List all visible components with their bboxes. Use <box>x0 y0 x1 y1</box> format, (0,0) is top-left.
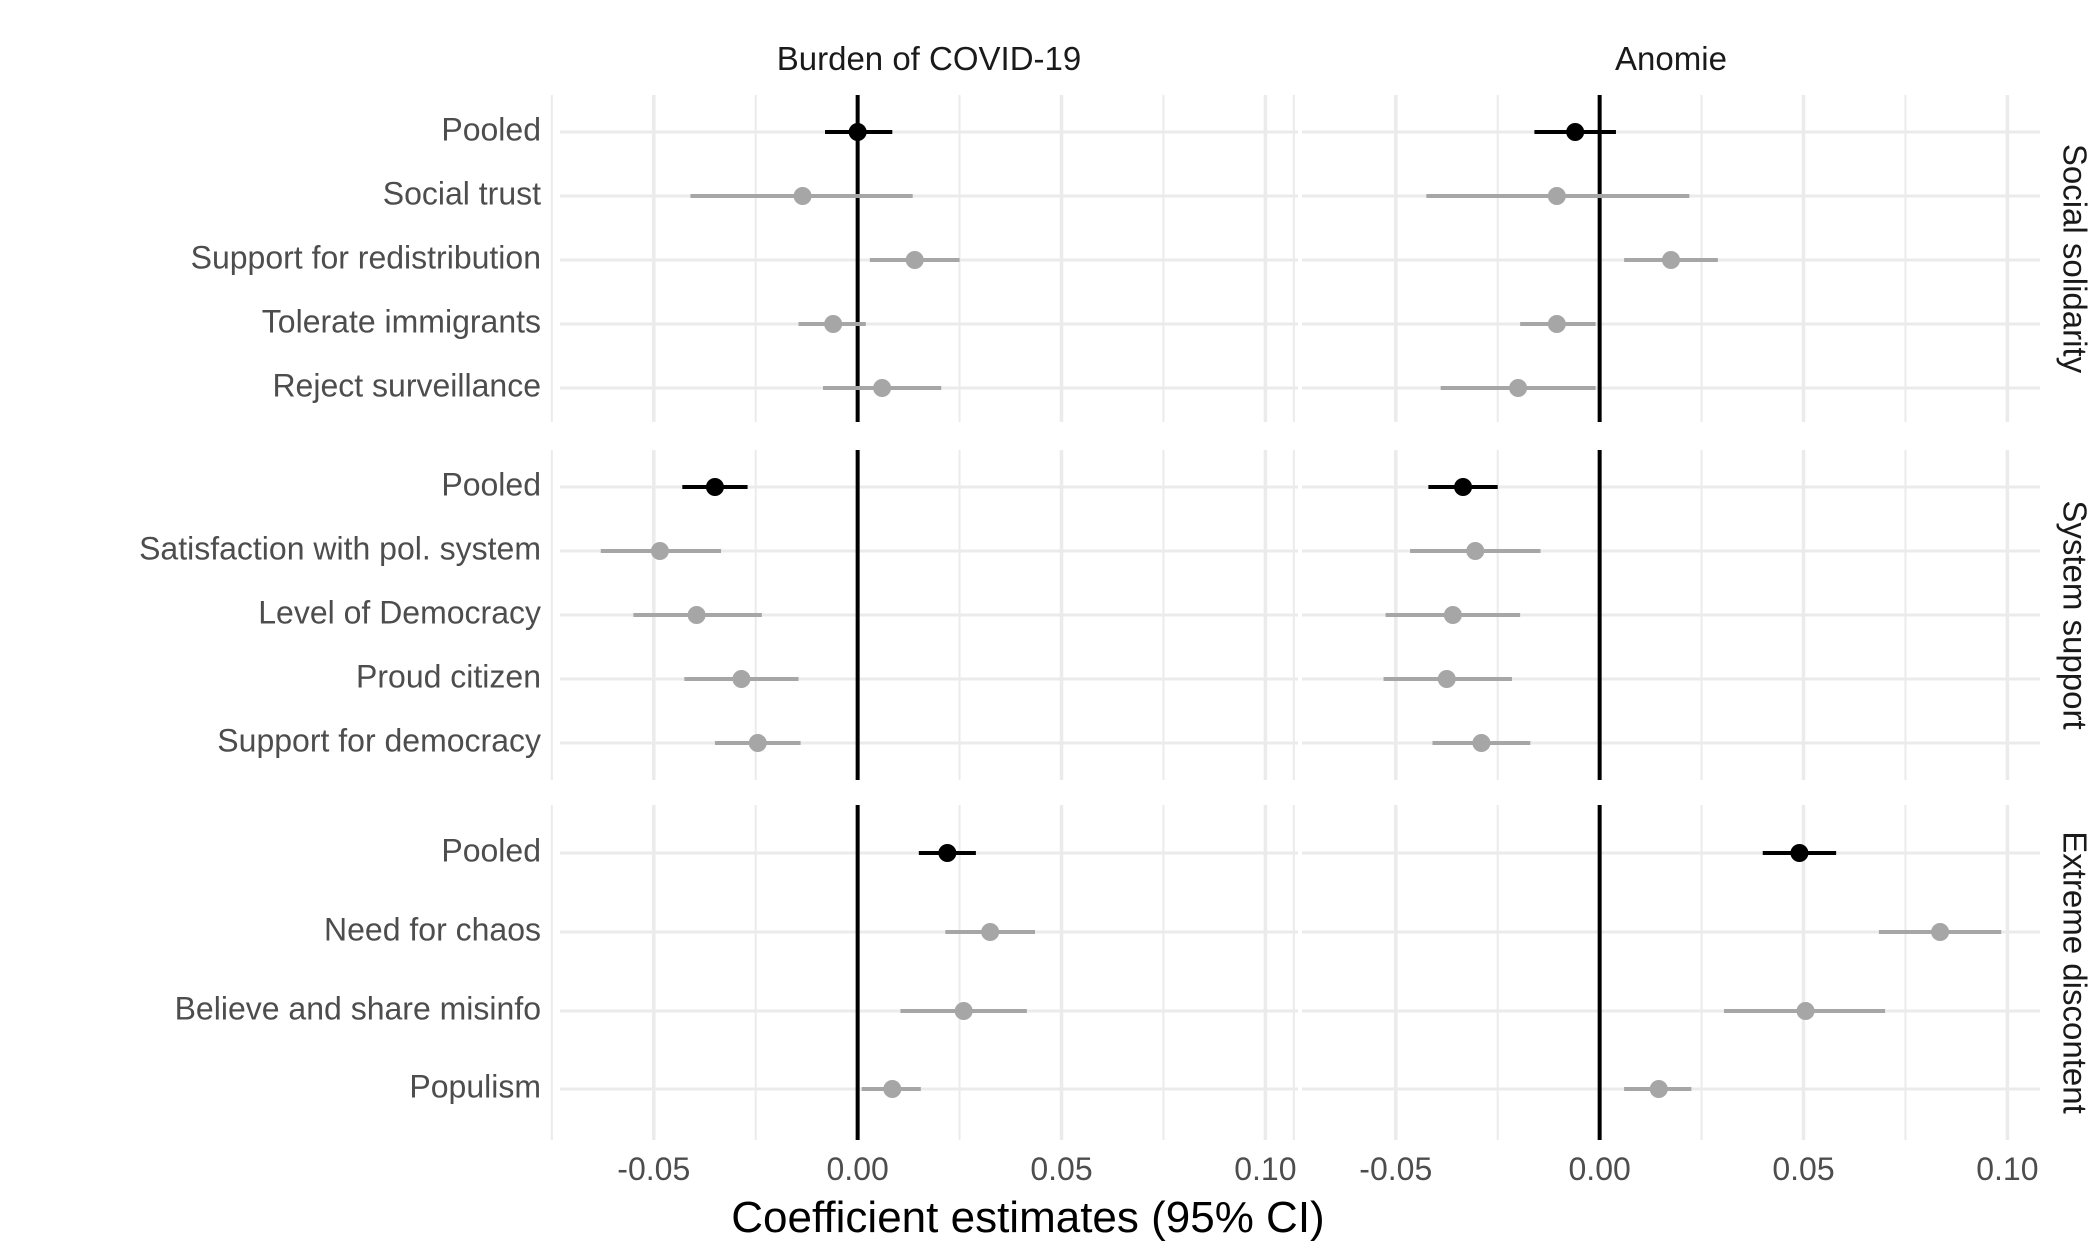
category-label-pooled: Pooled <box>441 111 541 147</box>
x-tick-label: -0.05 <box>1359 1151 1432 1187</box>
estimate-point-support-for-redistribution <box>1662 251 1680 269</box>
estimate-point-believe-and-share-misinfo <box>1796 1002 1815 1020</box>
category-label-populism: Populism <box>409 1068 541 1104</box>
facet-title-anomie: Anomie <box>1615 40 1727 77</box>
row-label-extreme-discontent: Extreme discontent <box>2056 831 2093 1113</box>
estimate-point-support-for-democracy <box>748 734 767 752</box>
estimate-point-proud-citizen <box>732 670 751 688</box>
estimate-point-pooled <box>848 123 867 141</box>
category-label-proud-citizen: Proud citizen <box>356 658 541 694</box>
facet-title-burden-of-covid-19: Burden of COVID-19 <box>777 40 1081 77</box>
estimate-point-need-for-chaos <box>981 923 1000 941</box>
estimate-point-populism <box>1649 1080 1668 1098</box>
x-tick-label: 0.05 <box>1772 1151 1834 1187</box>
category-label-pooled: Pooled <box>441 466 541 502</box>
category-label-need-for-chaos: Need for chaos <box>324 911 541 947</box>
estimate-point-tolerate-immigrants <box>824 315 843 333</box>
estimate-point-tolerate-immigrants <box>1547 315 1566 333</box>
estimate-point-social-trust <box>1547 187 1566 205</box>
category-label-tolerate-immigrants: Tolerate immigrants <box>262 303 541 339</box>
estimate-point-support-for-redistribution <box>905 251 924 269</box>
estimate-point-level-of-democracy <box>1443 606 1462 624</box>
row-label-social-solidarity: Social solidarity <box>2056 144 2093 374</box>
marks-layer <box>600 123 2002 1098</box>
estimate-point-satisfaction-with-pol-system <box>650 542 669 560</box>
estimate-point-reject-surveillance <box>873 379 892 397</box>
zero-line-layer <box>855 95 1602 1140</box>
category-label-pooled: Pooled <box>441 832 541 868</box>
x-tick-label: 0.10 <box>1976 1151 2038 1187</box>
estimate-point-populism <box>883 1080 902 1098</box>
category-label-support-for-redistribution: Support for redistribution <box>191 239 541 275</box>
estimate-point-level-of-democracy <box>687 606 706 624</box>
estimate-point-social-trust <box>793 187 812 205</box>
estimate-point-pooled <box>938 844 957 862</box>
estimate-point-pooled <box>1566 123 1585 141</box>
x-tick-label: 0.05 <box>1030 1151 1092 1187</box>
x-axis-title: Coefficient estimates (95% CI) <box>731 1193 1324 1242</box>
estimate-point-support-for-democracy <box>1472 734 1491 752</box>
estimate-point-pooled <box>705 478 724 496</box>
estimate-point-proud-citizen <box>1437 670 1456 688</box>
estimate-point-believe-and-share-misinfo <box>954 1002 973 1020</box>
category-label-reject-surveillance: Reject surveillance <box>272 367 541 403</box>
x-tick-label: -0.05 <box>617 1151 690 1187</box>
category-label-satisfaction-with-pol-system: Satisfaction with pol. system <box>139 530 541 566</box>
text-layer: Burden of COVID-19 Anomie Social solidarit… <box>139 40 2093 1187</box>
x-tick-label: 0.00 <box>827 1151 889 1187</box>
x-tick-label: 0.10 <box>1234 1151 1296 1187</box>
category-label-level-of-democracy: Level of Democracy <box>258 594 541 630</box>
category-label-social-trust: Social trust <box>383 175 541 211</box>
estimate-point-reject-surveillance <box>1509 379 1528 397</box>
estimate-point-need-for-chaos <box>1931 923 1950 941</box>
estimate-point-pooled <box>1790 844 1809 862</box>
category-label-support-for-democracy: Support for democracy <box>217 722 541 758</box>
estimate-point-satisfaction-with-pol-system <box>1466 542 1485 560</box>
row-label-system-support: System support <box>2056 500 2093 729</box>
estimate-point-pooled <box>1454 478 1473 496</box>
x-tick-label: 0.00 <box>1569 1151 1631 1187</box>
category-label-believe-and-share-misinfo: Believe and share misinfo <box>175 990 541 1026</box>
